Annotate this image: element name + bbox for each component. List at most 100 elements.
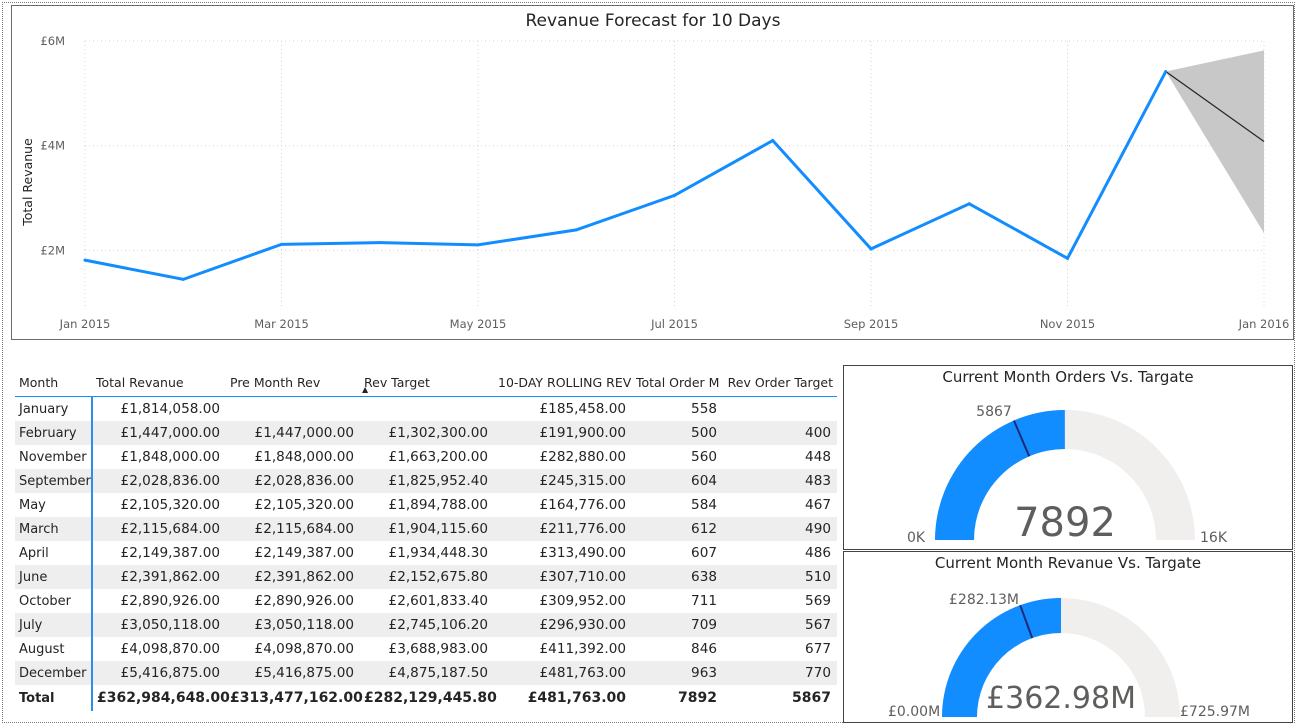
- total-cell: £362,984,648.00: [97, 690, 230, 706]
- revenue-data-point: [378, 241, 382, 245]
- table-row[interactable]: May £2,105,320.00 £2,105,320.00 £1,894,788.…: [15, 493, 837, 517]
- x-tick-label: Jan 2015: [59, 317, 111, 331]
- table-row[interactable]: April £2,149,387.00 £2,149,387.00 £1,934,44…: [15, 541, 837, 565]
- table-cell: £411,392.00: [539, 641, 626, 657]
- table-row[interactable]: June £2,391,862.00 £2,391,862.00 £2,152,675…: [15, 565, 837, 589]
- table-cell: £1,934,448.30: [388, 545, 488, 561]
- table-cell: £1,447,000.00: [92, 421, 226, 445]
- orders-gauge: 7892 0K 16K 5867: [907, 404, 1228, 546]
- table-cell: 638: [632, 565, 723, 589]
- table-cell: 448: [805, 449, 831, 465]
- table-cell: 567: [723, 613, 837, 637]
- col-header-total-order-m[interactable]: Total Order M: [632, 368, 723, 397]
- table-cell: £191,900.00: [494, 421, 632, 445]
- gauge-target-label: £282.13M: [949, 592, 1019, 608]
- table-row[interactable]: August £4,098,870.00 £4,098,870.00 £3,688,9…: [15, 637, 837, 661]
- table-cell: 490: [723, 517, 837, 541]
- table-row[interactable]: January £1,814,058.00 £185,458.00 558: [15, 396, 837, 422]
- forecast-confidence-band: [1165, 50, 1264, 234]
- x-tick-label: May 2015: [450, 317, 507, 331]
- col-header-pre-month-rev[interactable]: Pre Month Rev: [226, 368, 360, 397]
- table-cell: £2,745,106.20: [360, 613, 494, 637]
- gauge-min-label: 0K: [907, 530, 926, 546]
- revenue-series-line: [84, 70, 1168, 281]
- table-cell: £2,149,387.00: [254, 545, 354, 561]
- table-cell: 963: [632, 661, 723, 685]
- table-cell: £296,930.00: [494, 613, 632, 637]
- table-row[interactable]: September £2,028,836.00 £2,028,836.00 £1,82…: [15, 469, 837, 493]
- col-header-rev-target[interactable]: Rev Target ▲: [360, 368, 494, 397]
- revenue-gauge-card[interactable]: Current Month Revanue Vs. Targate £362.9…: [843, 551, 1293, 723]
- table-cell: £2,105,320.00: [254, 497, 354, 513]
- table-cell: 846: [691, 641, 717, 657]
- table-total-row: Total £362,984,648.00 £313,477,162.00 £2…: [15, 685, 837, 711]
- row-month: July: [15, 613, 93, 637]
- table-cell: £3,050,118.00: [92, 613, 226, 637]
- table-row[interactable]: February £1,447,000.00 £1,447,000.00 £1,302…: [15, 421, 837, 445]
- table-cell: £5,416,875.00: [92, 661, 226, 685]
- revenue-data-point: [476, 243, 480, 247]
- revenue-data-point: [1164, 70, 1168, 74]
- table-row[interactable]: November £1,848,000.00 £1,848,000.00 £1,663…: [15, 445, 837, 469]
- table-cell: 486: [805, 545, 831, 561]
- table-row[interactable]: December £5,416,875.00 £5,416,875.00 £4,875…: [15, 661, 837, 685]
- table-row[interactable]: October £2,890,926.00 £2,890,926.00 £2,601,…: [15, 589, 837, 613]
- table-cell: 612: [632, 517, 723, 541]
- table-row[interactable]: March £2,115,684.00 £2,115,684.00 £1,904,11…: [15, 517, 837, 541]
- row-month: November: [15, 445, 93, 469]
- gauge-target-marker: [1019, 604, 1034, 639]
- forecast-line: [1165, 71, 1265, 143]
- table-cell: £4,098,870.00: [120, 641, 220, 657]
- x-tick-label: Nov 2015: [1040, 317, 1095, 331]
- table-cell: 500: [632, 421, 723, 445]
- total-label: Total: [15, 685, 93, 711]
- table-cell: £164,776.00: [539, 497, 626, 513]
- y-tick-label: £6M: [40, 34, 65, 48]
- table-row[interactable]: July £3,050,118.00 £3,050,118.00 £2,745,106…: [15, 613, 837, 637]
- table-cell: £4,875,187.50: [360, 661, 494, 685]
- revenue-data-point: [280, 242, 283, 246]
- row-month: February: [15, 421, 93, 445]
- table-cell: £4,098,870.00: [254, 641, 354, 657]
- gauge-max-label: £725.97M: [1180, 704, 1250, 720]
- total-cell: 7892: [678, 690, 717, 706]
- table-cell: £2,391,862.00: [226, 565, 360, 589]
- table-cell: £2,149,387.00: [120, 545, 220, 561]
- table-header-row: Month Total Revanue Pre Month Rev Rev Ta…: [15, 368, 837, 397]
- table-cell: 677: [805, 641, 831, 657]
- col-header-month[interactable]: Month: [15, 368, 92, 397]
- x-tick-label: Jan 2016: [1238, 317, 1290, 331]
- table-cell: [360, 397, 494, 422]
- table-cell: 560: [691, 449, 717, 465]
- table-cell: £282,880.00: [539, 449, 626, 465]
- col-header-total-revanue[interactable]: Total Revanue: [92, 368, 226, 397]
- table-cell: £2,890,926.00: [254, 593, 354, 609]
- table-cell: 770: [723, 661, 837, 685]
- col-header-10-day-rolling-rev[interactable]: 10-DAY ROLLING REV: [494, 368, 632, 397]
- table-cell: £5,416,875.00: [226, 661, 360, 685]
- gauge-target-marker: [1012, 420, 1031, 457]
- gauge-fill: [935, 410, 1065, 540]
- col-header-rev-order-target[interactable]: Rev Order Target: [723, 368, 837, 397]
- row-month: May: [15, 493, 93, 517]
- table-cell: £1,302,300.00: [360, 421, 494, 445]
- table-cell: £1,904,115.60: [360, 517, 494, 541]
- col-header-rev-target-label: Rev Target: [364, 374, 430, 390]
- table-cell: 604: [632, 469, 723, 493]
- total-cell: 5867: [792, 690, 831, 706]
- gauge-value: £362.98M: [986, 681, 1136, 716]
- revenue-forecast-chart[interactable]: Revanue Forecast for 10 Days Total Revan…: [11, 5, 1294, 340]
- revenue-data-point: [673, 193, 676, 197]
- sort-ascending-icon: ▲: [362, 385, 369, 394]
- row-month: September: [15, 469, 93, 493]
- row-month: June: [15, 565, 93, 589]
- row-month: October: [15, 589, 93, 613]
- orders-gauge-card[interactable]: Current Month Orders Vs. Targate 7892 0K…: [843, 365, 1293, 550]
- table-cell: £2,115,684.00: [92, 517, 226, 541]
- revenue-gauge-title: Current Month Revanue Vs. Targate: [934, 554, 1202, 572]
- revenue-data-point: [771, 139, 775, 143]
- revenue-data-point: [574, 228, 578, 232]
- table-cell: 483: [723, 469, 837, 493]
- revenue-table[interactable]: Month Total Revanue Pre Month Rev Rev Ta…: [15, 368, 837, 711]
- table-cell: £313,490.00: [539, 545, 626, 561]
